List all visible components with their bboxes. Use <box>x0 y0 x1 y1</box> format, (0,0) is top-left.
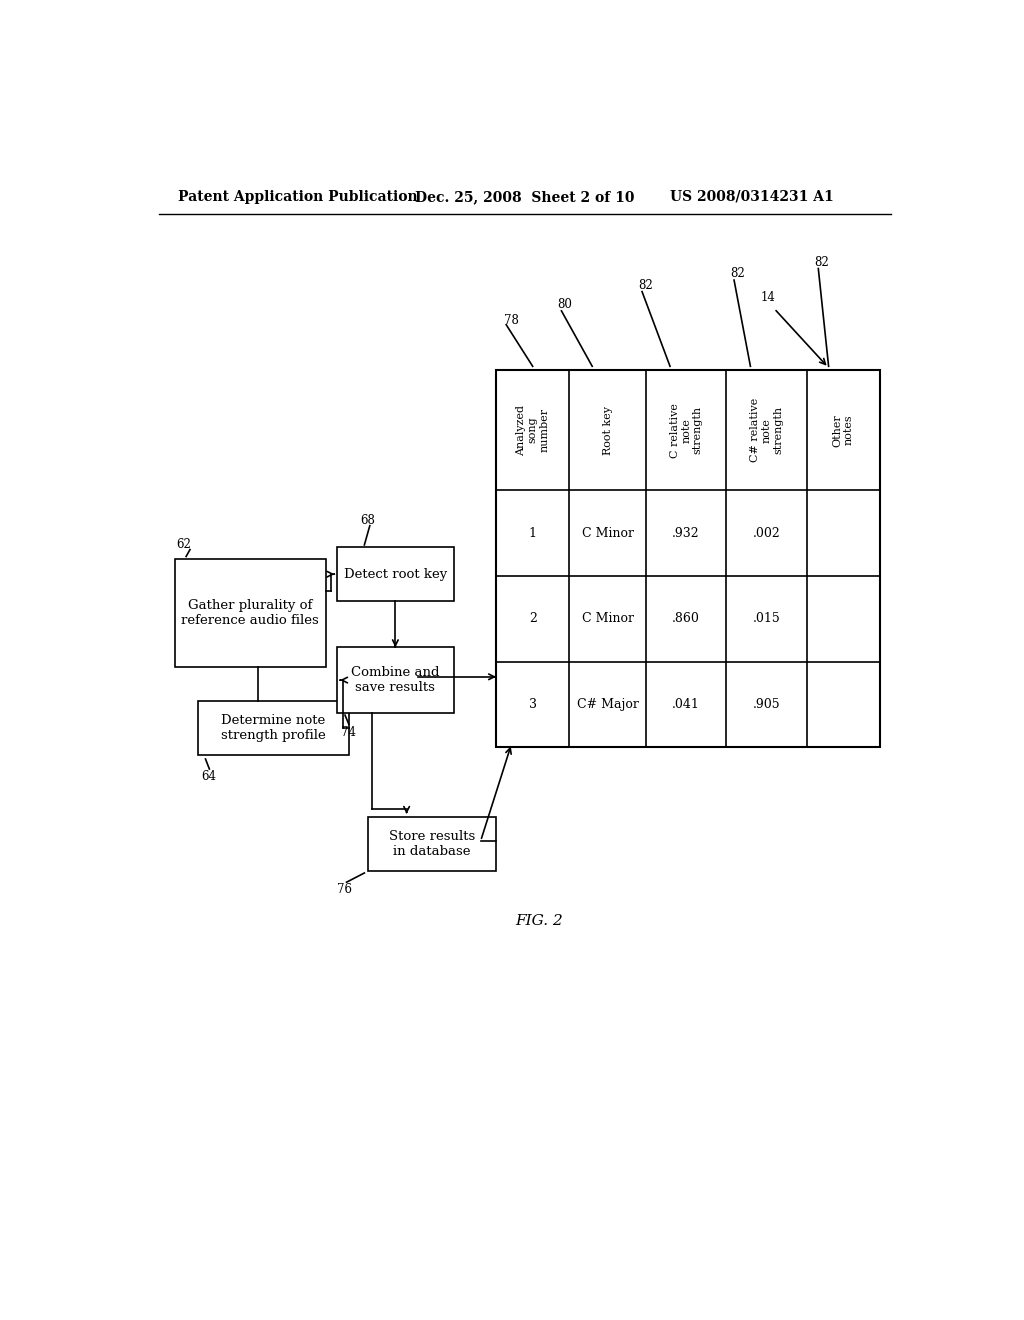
Text: Root key: Root key <box>602 405 612 454</box>
Text: 80: 80 <box>558 298 572 312</box>
Text: C Minor: C Minor <box>582 527 634 540</box>
Text: 78: 78 <box>504 314 519 326</box>
Text: Gather plurality of
reference audio files: Gather plurality of reference audio file… <box>181 599 318 627</box>
Text: 82: 82 <box>814 256 829 269</box>
Text: 2: 2 <box>528 612 537 626</box>
Text: Analyzed
song
number: Analyzed song number <box>516 405 549 455</box>
Bar <box>337 548 454 601</box>
Bar <box>198 701 349 755</box>
Text: C Minor: C Minor <box>582 612 634 626</box>
Text: C# relative
note
strength: C# relative note strength <box>750 399 783 462</box>
Text: .041: .041 <box>672 698 700 711</box>
Text: .002: .002 <box>753 527 780 540</box>
Bar <box>496 370 880 747</box>
Bar <box>174 558 326 667</box>
Text: FIG. 2: FIG. 2 <box>515 913 562 928</box>
Text: Dec. 25, 2008  Sheet 2 of 10: Dec. 25, 2008 Sheet 2 of 10 <box>415 190 634 203</box>
Text: Patent Application Publication: Patent Application Publication <box>178 190 418 203</box>
Text: 76: 76 <box>337 883 352 896</box>
Bar <box>337 647 454 713</box>
Text: .860: .860 <box>672 612 700 626</box>
Text: Detect root key: Detect root key <box>344 568 447 581</box>
Text: 14: 14 <box>760 290 775 304</box>
Text: 3: 3 <box>528 698 537 711</box>
Text: 82: 82 <box>638 279 653 292</box>
Bar <box>369 817 496 871</box>
Text: 62: 62 <box>176 539 190 552</box>
Text: 68: 68 <box>360 513 376 527</box>
Text: Store results
in database: Store results in database <box>389 830 475 858</box>
Text: US 2008/0314231 A1: US 2008/0314231 A1 <box>671 190 835 203</box>
Text: C relative
note
strength: C relative note strength <box>670 403 702 458</box>
Text: 82: 82 <box>730 268 744 280</box>
Text: 74: 74 <box>341 726 356 739</box>
Text: .932: .932 <box>673 527 700 540</box>
Text: Determine note
strength profile: Determine note strength profile <box>221 714 326 742</box>
Text: C# Major: C# Major <box>577 698 639 711</box>
Text: 64: 64 <box>202 770 217 783</box>
Text: .015: .015 <box>753 612 780 626</box>
Text: Other
notes: Other notes <box>833 413 854 446</box>
Text: Combine and
save results: Combine and save results <box>351 667 439 694</box>
Text: 1: 1 <box>528 527 537 540</box>
Text: .905: .905 <box>753 698 780 711</box>
